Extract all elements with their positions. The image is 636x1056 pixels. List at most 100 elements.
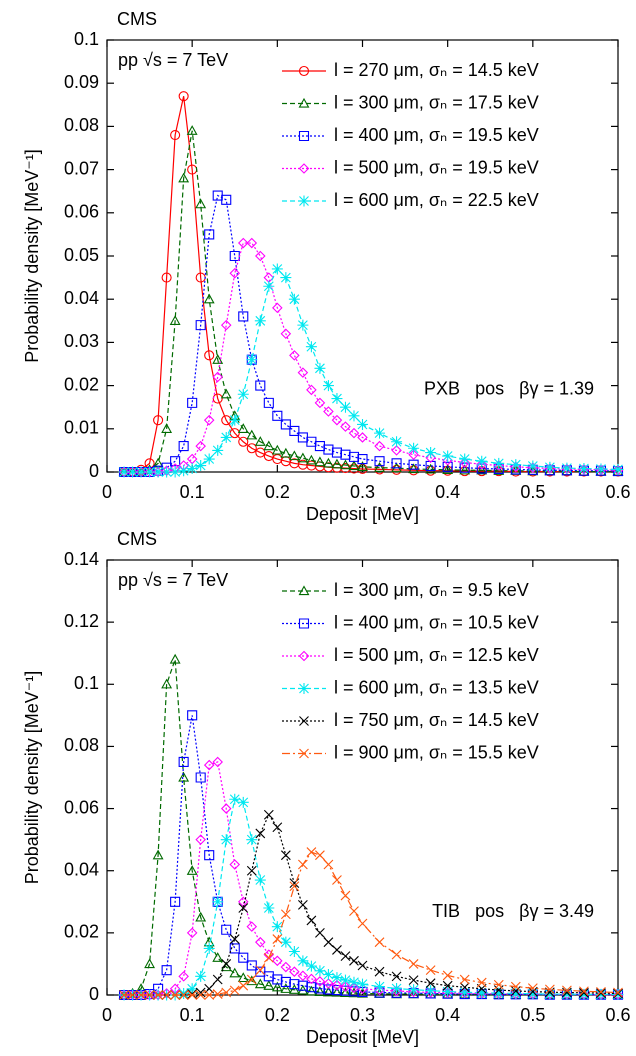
data-point: [374, 462, 385, 472]
y-tick-label: 0.01: [64, 418, 99, 438]
data-point: [510, 987, 522, 999]
data-point: [272, 934, 283, 944]
legend-marker: [299, 716, 309, 726]
data-point: [186, 463, 198, 475]
series-line: [124, 798, 618, 996]
series-line: [124, 96, 618, 473]
data-point: [305, 960, 317, 972]
data-point: [288, 293, 300, 305]
data-point: [161, 965, 172, 976]
data-point: [357, 463, 368, 475]
y-tick-label: 0.1: [74, 673, 99, 693]
data-point: [323, 937, 334, 948]
data-point: [144, 958, 156, 969]
data-point: [204, 990, 215, 1000]
x-tick-label: 0.2: [265, 482, 290, 502]
data-point: [212, 974, 223, 985]
data-point: [348, 410, 360, 422]
data-point: [391, 982, 403, 994]
legend-marker: [298, 195, 310, 207]
data-point: [323, 978, 334, 989]
data-point: [263, 952, 274, 963]
data-point: [144, 466, 156, 478]
data-point: [332, 875, 342, 885]
data-point: [348, 982, 360, 994]
data-point: [204, 850, 215, 861]
legend-label: l = 270 μm, σₙ = 14.5 keV: [334, 60, 539, 80]
data-point: [246, 921, 258, 932]
data-point: [144, 990, 155, 1000]
data-point: [246, 429, 258, 440]
data-point: [187, 710, 198, 721]
data-point: [493, 457, 505, 469]
data-point: [195, 911, 207, 922]
data-point: [297, 367, 309, 378]
data-point: [220, 431, 232, 443]
data-point: [408, 986, 419, 998]
data-point: [314, 362, 326, 374]
x-tick-label: 0.3: [350, 482, 375, 502]
data-point: [315, 850, 325, 861]
data-point: [339, 401, 351, 413]
data-point: [527, 460, 539, 472]
data-point: [186, 865, 198, 875]
legend-label: l = 900 μm, σₙ = 15.5 keV: [334, 742, 539, 762]
legend-marker: [298, 130, 310, 142]
x-tick-label: 0.4: [435, 482, 460, 502]
data-point: [195, 320, 206, 331]
data-point: [527, 986, 538, 997]
data-point: [314, 456, 326, 467]
data-point: [246, 974, 257, 985]
data-point: [238, 436, 249, 447]
data-point: [459, 457, 470, 468]
legend-marker: [298, 618, 310, 629]
data-point: [161, 423, 173, 433]
x-tick-label: 0.1: [180, 1005, 205, 1025]
data-point: [493, 465, 505, 475]
data-point: [612, 988, 624, 1000]
data-point: [178, 987, 190, 999]
data-point: [263, 809, 274, 820]
data-point: [297, 319, 309, 331]
data-point: [314, 976, 326, 987]
data-point: [212, 393, 223, 404]
data-point: [161, 990, 172, 1000]
data-point: [263, 440, 275, 451]
data-point: [178, 465, 190, 477]
data-point: [229, 793, 241, 805]
data-point: [357, 453, 368, 465]
data-point: [271, 444, 283, 455]
data-point: [195, 970, 207, 982]
legend-label: l = 500 μm, σₙ = 19.5 keV: [334, 157, 539, 177]
legend-marker: [298, 65, 310, 77]
experiment-label: CMS: [117, 9, 157, 29]
data-point: [527, 983, 538, 994]
data-point: [561, 988, 573, 1000]
data-point: [246, 865, 257, 876]
data-point: [254, 978, 266, 989]
data-point: [314, 986, 326, 997]
data-point: [322, 986, 334, 997]
data-point: [255, 447, 266, 458]
data-point: [246, 834, 258, 846]
data-point: [391, 971, 402, 982]
data-point: [229, 268, 241, 279]
series-line: [124, 813, 619, 996]
data-point: [246, 443, 257, 454]
data-point: [408, 975, 419, 985]
data-point: [127, 466, 139, 478]
series-line: [124, 242, 619, 473]
y-axis-title: Probability density [MeV⁻¹]: [22, 671, 42, 885]
data-point: [229, 967, 241, 978]
data-point: [203, 759, 215, 771]
data-point: [187, 397, 198, 408]
data-point: [161, 466, 173, 478]
data-point: [357, 418, 368, 430]
data-point: [229, 934, 240, 944]
data-point: [544, 461, 556, 473]
data-point: [322, 457, 334, 468]
y-tick-label: 0.04: [64, 288, 99, 308]
data-point: [374, 981, 386, 993]
data-point: [229, 428, 240, 439]
data-point: [425, 985, 437, 997]
